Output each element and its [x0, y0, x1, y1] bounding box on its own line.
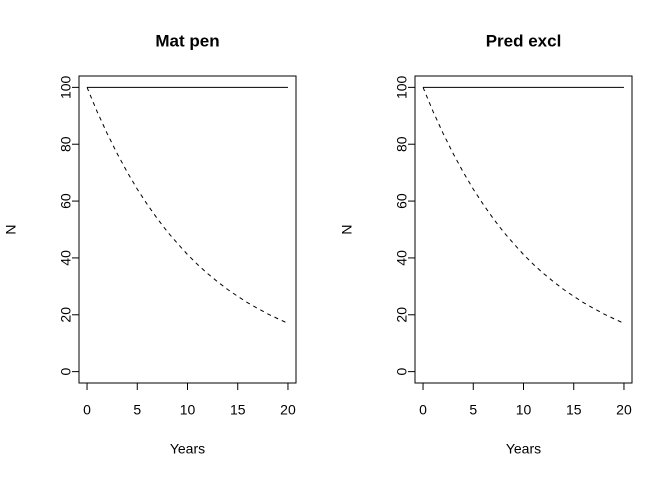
x-tick-label: 0: [419, 402, 427, 418]
chart-title: Pred excl: [486, 31, 562, 50]
chart-title: Mat pen: [155, 31, 219, 50]
y-tick-label: 20: [58, 307, 74, 323]
x-tick-label: 20: [616, 402, 632, 418]
data-line: [86, 87, 289, 324]
y-tick-label: 100: [58, 75, 74, 99]
y-tick-label: 0: [394, 368, 410, 376]
x-tick-label: 10: [180, 402, 196, 418]
plot-frame: [78, 75, 297, 384]
y-tick-label: 40: [58, 250, 74, 266]
x-axis-label: Years: [506, 441, 541, 457]
x-tick-label: 15: [230, 402, 246, 418]
y-tick-label: 60: [394, 193, 410, 209]
x-tick-label: 5: [133, 402, 141, 418]
y-tick-label: 80: [58, 136, 74, 152]
y-axis-label: N: [339, 224, 355, 234]
x-tick-label: 20: [280, 402, 296, 418]
x-tick-label: 15: [566, 402, 582, 418]
y-tick-label: 60: [58, 193, 74, 209]
y-tick-label: 80: [394, 136, 410, 152]
x-axis-label: Years: [170, 441, 205, 457]
y-tick-label: 20: [394, 307, 410, 323]
x-tick-label: 10: [516, 402, 532, 418]
data-line: [422, 87, 625, 324]
y-tick-label: 100: [394, 75, 410, 99]
x-tick-label: 5: [469, 402, 477, 418]
y-tick-label: 0: [58, 368, 74, 376]
y-tick-label: 40: [394, 250, 410, 266]
y-axis-label: N: [3, 224, 19, 234]
x-tick-label: 0: [83, 402, 91, 418]
plot-frame: [414, 75, 633, 384]
